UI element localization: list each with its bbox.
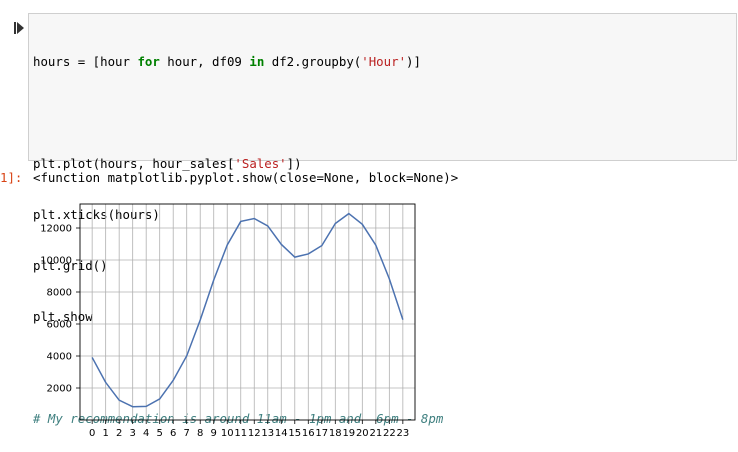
x-tick-label: 17 (315, 428, 328, 439)
code-line-1: hours = [hour for hour, df09 in df2.grou… (33, 54, 421, 69)
y-tick-label: 8000 (47, 288, 72, 299)
run-cell-icon[interactable] (14, 22, 24, 34)
y-tick-label: 2000 (47, 384, 72, 395)
x-tick-label: 9 (211, 428, 217, 439)
x-tick-label: 4 (143, 428, 149, 439)
code-editor[interactable]: hours = [hour for hour, df09 in df2.grou… (33, 19, 443, 444)
x-tick-label: 14 (275, 428, 288, 439)
sales-line (91, 212, 404, 408)
y-tick-label: 12000 (40, 224, 72, 235)
x-tick-label: 3 (129, 428, 135, 439)
x-tick-label: 13 (261, 428, 274, 439)
output-prompt: 1]: (0, 170, 23, 185)
x-tick-label: 21 (369, 428, 382, 439)
x-tick-label: 1 (102, 428, 108, 439)
x-tick-label: 7 (184, 428, 190, 439)
output-text: <function matplotlib.pyplot.show(close=N… (33, 170, 459, 185)
x-tick-label: 20 (356, 428, 369, 439)
code-line-3: plt.xticks(hours) (33, 207, 160, 222)
x-tick-label: 2 (116, 428, 122, 439)
code-line-4: plt.grid() (33, 258, 108, 273)
x-tick-label: 16 (302, 428, 315, 439)
x-tick-label: 23 (396, 428, 409, 439)
x-tick-label: 15 (288, 428, 301, 439)
x-tick-label: 6 (170, 428, 176, 439)
plot-frame (79, 203, 416, 421)
x-tick-label: 12 (248, 428, 261, 439)
x-tick-label: 18 (329, 428, 342, 439)
x-tick-label: 11 (234, 428, 247, 439)
code-comment: # My recommendation is around 11am - 1pm… (33, 411, 444, 426)
code-cell[interactable] (28, 13, 737, 161)
code-line-2: plt.plot(hours, hour_sales['Sales']) (33, 156, 302, 171)
y-tick-label: 6000 (47, 320, 72, 331)
y-tick-label: 4000 (47, 352, 72, 363)
code-line-5: plt.show (33, 309, 93, 324)
x-tick-label: 22 (383, 428, 396, 439)
line-chart: 0 1 2 3 4 5 6 7 8 9 10 11 12 13 14 15 16 17 18 19 20 21 22 2320… (40, 203, 416, 439)
x-tick-label: 10 (221, 428, 234, 439)
x-tick-label: 8 (197, 428, 203, 439)
code-line-blank (33, 104, 443, 121)
x-tick-label: 0 (89, 428, 95, 439)
y-tick-label: 10000 (40, 256, 72, 267)
x-tick-label: 5 (157, 428, 163, 439)
x-tick-label: 19 (342, 428, 355, 439)
